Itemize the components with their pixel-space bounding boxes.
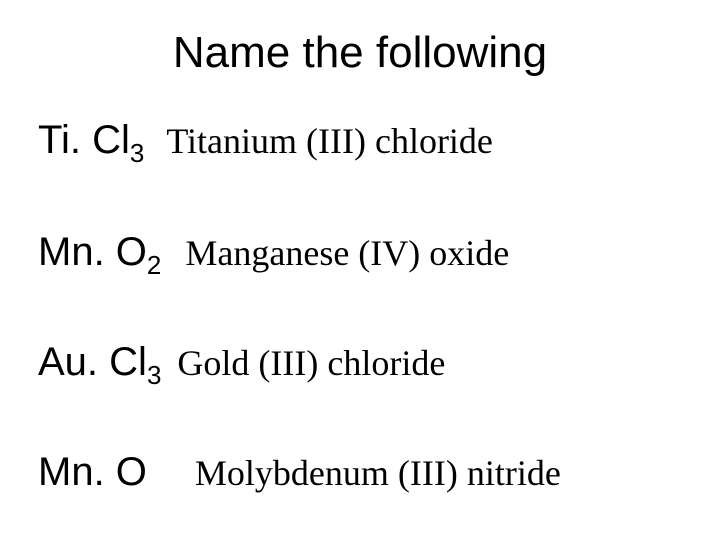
formula-text: Mn. O (38, 450, 147, 494)
formula-subscript: 2 (147, 250, 161, 280)
formula-subscript: 3 (147, 360, 161, 390)
compound-name: Manganese (IV) oxide (185, 232, 509, 274)
formula: Au. Cl3 (38, 340, 161, 385)
item-row: Ti. Cl3 Titanium (III) chloride (38, 118, 493, 163)
item-row: Mn. O2 Manganese (IV) oxide (38, 230, 509, 275)
formula: Mn. O (38, 450, 147, 495)
item-row: Au. Cl3 Gold (III) chloride (38, 340, 445, 385)
compound-name: Molybdenum (III) nitride (195, 452, 561, 494)
formula-text: Au. Cl (38, 340, 147, 384)
formula-text: Ti. Cl (38, 118, 130, 162)
formula-text: Mn. O (38, 230, 147, 274)
formula-subscript: 3 (130, 138, 144, 168)
compound-name: Gold (III) chloride (177, 342, 445, 384)
formula: Ti. Cl3 (38, 118, 144, 163)
item-row: Mn. O Molybdenum (III) nitride (38, 450, 561, 495)
compound-name: Titanium (III) chloride (166, 120, 493, 162)
formula: Mn. O2 (38, 230, 161, 275)
page-title: Name the following (0, 28, 720, 78)
